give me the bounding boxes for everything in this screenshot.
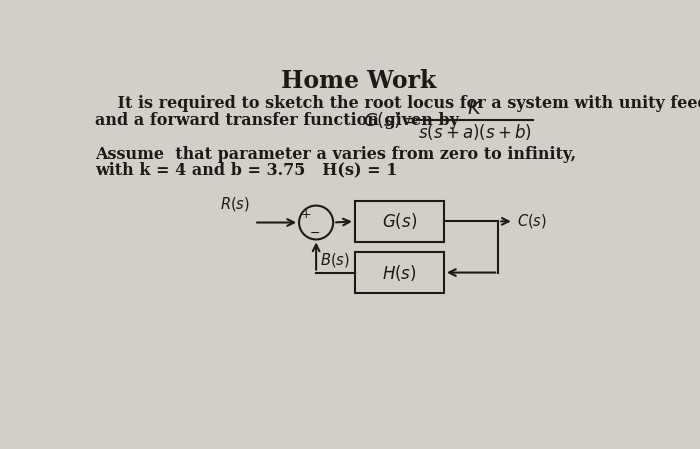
Text: $G(s) =$: $G(s) =$ (363, 110, 419, 130)
Text: with k = 4 and b = 3.75   H(s) = 1: with k = 4 and b = 3.75 H(s) = 1 (95, 161, 398, 178)
Text: $B(s)$: $B(s)$ (320, 251, 350, 269)
Text: $G(s)$: $G(s)$ (382, 211, 417, 231)
Text: Assume  that parameter a varies from zero to infinity,: Assume that parameter a varies from zero… (95, 145, 576, 163)
Text: Home Work: Home Work (281, 69, 436, 92)
Text: $R(s)$: $R(s)$ (220, 195, 251, 213)
Text: $K$: $K$ (467, 100, 483, 118)
Text: −: − (309, 227, 320, 240)
Text: $H(s)$: $H(s)$ (382, 263, 416, 282)
Text: and a forward transfer function given by: and a forward transfer function given by (95, 112, 459, 128)
Text: It is required to sketch the root locus for a system with unity feedback: It is required to sketch the root locus … (95, 96, 700, 112)
Text: $C(s)$: $C(s)$ (517, 212, 547, 230)
Text: $s(s + a)(s + b)$: $s(s + a)(s + b)$ (418, 123, 532, 142)
FancyBboxPatch shape (355, 252, 444, 293)
Text: +: + (301, 207, 312, 220)
FancyBboxPatch shape (355, 201, 444, 242)
